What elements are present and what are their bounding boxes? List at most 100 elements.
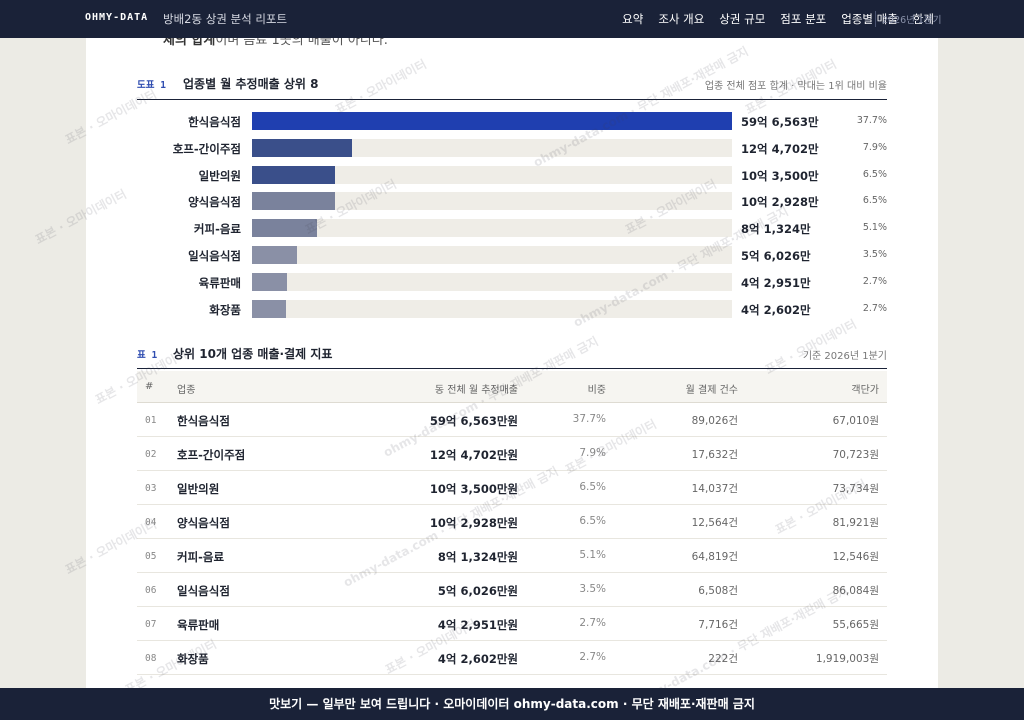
cell-rank: 05: [145, 551, 157, 562]
nav-item-store-distribution[interactable]: 점포 분포: [780, 12, 827, 26]
bar-category-label: 일반의원: [198, 168, 241, 183]
cell-industry: 화장품: [177, 652, 209, 666]
cell-share: 6.5%: [579, 515, 606, 527]
cell-share: 37.7%: [572, 413, 606, 425]
cell-count: 14,037건: [691, 483, 738, 495]
bar-track: [252, 299, 732, 318]
bar-value-label: 10억 2,928만: [741, 195, 819, 210]
table-row: 06 일식음식점 5억 6,026만원 3.5% 6,508건 86,084원: [137, 573, 887, 607]
bar-share-label: 6.5%: [862, 195, 887, 207]
bar-value-label: 5억 6,026만: [741, 249, 811, 263]
bar-row: 호프-간이주점 12억 4,702만 7.9%: [137, 138, 887, 159]
table-row: 03 일반의원 10억 3,500만원 6.5% 14,037건 73,734원: [137, 471, 887, 505]
cell-sales: 5억 6,026만원: [437, 584, 518, 598]
cell-share: 7.9%: [579, 447, 606, 459]
cell-rank: 04: [145, 517, 157, 528]
bar-value-label: 59억 6,563만: [741, 115, 819, 129]
bar-row: 일반의원 10억 3,500만 6.5%: [137, 165, 887, 186]
cell-sales: 10억 2,928만원: [429, 516, 518, 530]
bar: [252, 192, 335, 211]
bar-row: 한식음식점 59억 6,563만 37.7%: [137, 112, 887, 132]
bar-value-label: 4억 2,951만: [741, 275, 811, 290]
bar-category-label: 화장품: [209, 302, 241, 317]
bar: [252, 299, 287, 318]
nav-item-sales-by-industry[interactable]: 업종별 매출: [841, 12, 898, 26]
bar-row: 양식음식점 10억 2,928만 6.5%: [137, 192, 887, 212]
cell-share: 2.7%: [579, 651, 606, 663]
intro-bold-text: 체의 합계: [163, 38, 216, 48]
cell-industry: 호프-간이주점: [177, 448, 246, 462]
cell-avg-price: 86,084원: [832, 585, 879, 597]
period-label: 2026년 1분기: [882, 15, 942, 26]
bar-track: [252, 272, 732, 291]
bar: [252, 246, 298, 264]
nav-divider: [875, 11, 876, 27]
cell-industry: 커피-음료: [177, 550, 225, 564]
table-row: 04 양식음식점 10억 2,928만원 6.5% 12,564건 81,921원: [137, 505, 887, 539]
bar-row: 일식음식점 5억 6,026만 3.5%: [137, 246, 887, 266]
bar-share-label: 5.1%: [862, 222, 887, 234]
cell-avg-price: 1,919,003원: [815, 653, 879, 665]
bar: [252, 165, 336, 184]
cell-share: 2.7%: [579, 617, 606, 629]
cell-avg-price: 73,734원: [832, 483, 879, 495]
cell-avg-price: 67,010원: [832, 415, 879, 427]
col-avg-price: 객단가: [851, 385, 879, 396]
bar: [252, 272, 287, 291]
figure-tag: 도표 1: [137, 80, 166, 91]
col-sales: 동 전체 월 추정매출: [434, 385, 518, 396]
bar-row: 육류판매 4억 2,951만 2.7%: [137, 272, 887, 293]
bar-share-label: 37.7%: [856, 115, 887, 126]
table-row: 02 호프-간이주점 12억 4,702만원 7.9% 17,632건 70,723원: [137, 437, 887, 471]
cell-sales: 12억 4,702만원: [429, 448, 518, 462]
cell-industry: 육류판매: [177, 618, 220, 632]
table-row: 07 육류판매 4억 2,951만원 2.7% 7,716건 55,665원: [137, 607, 887, 641]
table-row: 08 화장품 4억 2,602만원 2.7% 222건 1,919,003원: [137, 641, 887, 675]
cell-rank: 01: [145, 415, 157, 426]
bar-share-label: 6.5%: [862, 168, 887, 180]
cell-count: 89,026건: [691, 415, 738, 427]
nav-item-summary[interactable]: 요약: [622, 12, 644, 26]
bar-track: [252, 192, 732, 211]
bar-category-label: 커피-음료: [193, 222, 241, 237]
bar-row: 화장품 4억 2,602만 2.7%: [137, 299, 887, 320]
cell-sales: 59억 6,563만원: [429, 414, 518, 428]
bar-track: [252, 246, 732, 264]
bar-value-label: 4억 2,602만: [741, 302, 811, 317]
table-header: 표 1 상위 10개 업종 매출·결제 지표 기준 2026년 1분기: [137, 343, 887, 369]
bar-category-label: 호프-간이주점: [172, 141, 241, 156]
cell-count: 6,508건: [698, 585, 738, 597]
document-title: 방배2동 상권 분석 리포트: [163, 12, 288, 26]
bar-value-label: 12억 4,702만: [741, 141, 819, 156]
table-note: 기준 2026년 1분기: [802, 351, 887, 362]
cell-sales: 8억 1,324만원: [437, 550, 518, 564]
bar-share-label: 3.5%: [862, 249, 887, 260]
cell-sales: 4억 2,951만원: [437, 618, 518, 632]
nav-item-overview[interactable]: 조사 개요: [658, 12, 705, 26]
nav-item-limitations[interactable]: 한계: [912, 12, 934, 26]
brand-logo[interactable]: OHMY-DATA: [85, 12, 149, 23]
table-title: 상위 10개 업종 매출·결제 지표: [173, 347, 333, 361]
col-count: 월 결제 건수: [685, 385, 738, 396]
cell-count: 17,632건: [691, 449, 738, 461]
cell-rank: 07: [145, 619, 157, 630]
cell-share: 6.5%: [579, 481, 606, 493]
cell-industry: 일반의원: [177, 482, 220, 496]
cell-rank: 03: [145, 483, 157, 494]
cell-rank: 02: [145, 449, 157, 460]
cell-avg-price: 12,546원: [832, 551, 879, 563]
bar-share-label: 7.9%: [862, 141, 887, 153]
figure-header: 도표 1 업종별 월 추정매출 상위 8 업종 전체 점포 합계 · 막대는 1…: [137, 74, 887, 100]
table-row: 01 한식음식점 59억 6,563만원 37.7% 89,026건 67,010원: [137, 403, 887, 437]
cell-share: 5.1%: [579, 549, 606, 561]
report-page: 체의 합계이며 음료 1곳의 매출이 아니다. 도표 1 업종별 월 추정매출 …: [86, 38, 938, 688]
cell-sales: 4억 2,602만원: [437, 652, 518, 666]
intro-rest-text: 이며 음료 1곳의 매출이 아니다.: [215, 38, 388, 48]
bar-value-label: 8억 1,324만: [741, 222, 811, 237]
cell-count: 64,819건: [691, 551, 738, 563]
cell-avg-price: 55,665원: [832, 619, 879, 631]
bar-track: [252, 165, 732, 184]
col-share: 비중: [587, 385, 606, 396]
preview-banner: 맛보기 — 일부만 보여 드립니다 · 오마이데이터 ohmy-data.com…: [0, 688, 1024, 720]
nav-item-market-size[interactable]: 상권 규모: [719, 12, 766, 26]
